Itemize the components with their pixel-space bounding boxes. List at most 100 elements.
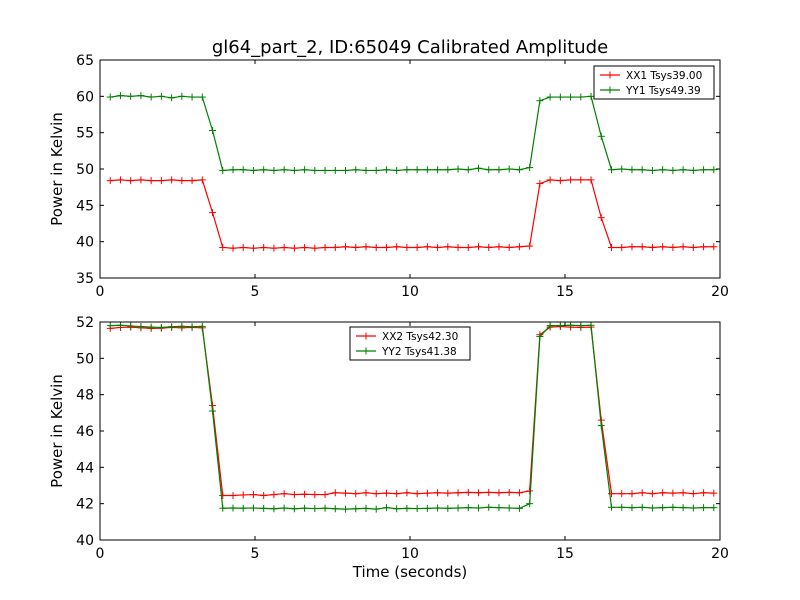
y-tick-label: 46 xyxy=(76,424,94,440)
data-point xyxy=(526,242,534,250)
legend-box xyxy=(593,65,715,100)
data-point xyxy=(301,504,309,512)
x-tick-label: 0 xyxy=(96,546,105,562)
data-point xyxy=(372,166,380,174)
data-point xyxy=(515,504,523,512)
x-tick-label: 10 xyxy=(401,284,419,300)
data-point xyxy=(137,176,145,184)
data-point xyxy=(485,243,493,251)
data-point xyxy=(618,503,626,511)
data-point xyxy=(260,491,268,499)
data-point xyxy=(403,504,411,512)
chart-title: gl64_part_2, ID:65049 Calibrated Amplitu… xyxy=(212,37,608,58)
data-point xyxy=(628,504,636,512)
y-tick-label: 50 xyxy=(76,351,94,367)
data-point xyxy=(597,214,605,222)
data-point xyxy=(301,166,309,174)
data-point xyxy=(249,504,257,512)
data-point xyxy=(270,505,278,513)
data-point xyxy=(648,504,656,512)
data-point xyxy=(280,490,288,498)
data-point xyxy=(137,323,145,331)
data-point xyxy=(209,126,217,134)
data-point xyxy=(219,243,227,251)
y-axis-label: Power in Kelvin xyxy=(48,112,66,226)
data-point xyxy=(505,165,513,173)
data-point xyxy=(168,176,176,184)
data-point xyxy=(597,422,605,430)
data-point xyxy=(116,321,124,329)
data-point xyxy=(485,488,493,496)
data-point xyxy=(556,93,564,101)
data-point xyxy=(147,177,155,185)
data-point xyxy=(434,166,442,174)
data-point xyxy=(270,244,278,252)
legend-box xyxy=(349,326,471,361)
data-point xyxy=(434,489,442,497)
data-point xyxy=(526,487,534,495)
data-point xyxy=(423,489,431,497)
data-point xyxy=(638,503,646,511)
data-point xyxy=(362,489,370,497)
data-point xyxy=(393,166,401,174)
data-point xyxy=(710,166,718,174)
data-point xyxy=(577,322,585,330)
top-plot: 0 5 10 15 20 35 40 45 50 55 60 65 Power in Kelvin XX1… xyxy=(48,53,729,300)
data-point xyxy=(342,505,350,513)
data-point xyxy=(464,488,472,496)
x-tick-label: 0 xyxy=(96,284,105,300)
data-point xyxy=(567,176,575,184)
data-point xyxy=(311,244,319,252)
bottom-plot: 0 5 10 15 20 40 42 44 46 48 50 52 Power in Kelvin Tim… xyxy=(48,315,729,581)
y-tick-label: 65 xyxy=(76,53,94,69)
data-point xyxy=(393,243,401,251)
x-tick-label: 5 xyxy=(251,546,260,562)
data-point xyxy=(403,489,411,497)
data-point xyxy=(382,243,390,251)
data-point xyxy=(536,97,544,105)
data-point xyxy=(311,166,319,174)
data-point xyxy=(464,504,472,512)
data-point xyxy=(577,93,585,101)
data-point xyxy=(669,166,677,174)
data-point xyxy=(249,244,257,252)
data-point xyxy=(434,243,442,251)
data-point xyxy=(556,322,564,330)
data-point xyxy=(362,504,370,512)
data-point xyxy=(454,243,462,251)
data-point xyxy=(475,504,483,512)
data-point xyxy=(311,491,319,499)
data-point xyxy=(689,504,697,512)
data-point xyxy=(434,504,442,512)
data-point xyxy=(198,176,206,184)
y-axis-label: Power in Kelvin xyxy=(48,374,66,488)
data-point xyxy=(464,166,472,174)
data-point xyxy=(567,93,575,101)
data-point xyxy=(290,505,298,513)
series-markers xyxy=(106,92,718,174)
data-point xyxy=(147,93,155,101)
data-point xyxy=(260,166,268,174)
data-point xyxy=(229,166,237,174)
data-point xyxy=(679,504,687,512)
data-point xyxy=(270,491,278,499)
data-point xyxy=(403,166,411,174)
data-point xyxy=(700,243,708,251)
x-tick-label: 10 xyxy=(401,546,419,562)
data-point xyxy=(659,504,667,512)
data-point xyxy=(403,243,411,251)
data-point xyxy=(444,243,452,251)
data-point xyxy=(198,322,206,330)
data-point xyxy=(321,504,329,512)
data-point xyxy=(638,166,646,174)
data-point xyxy=(495,489,503,497)
data-point xyxy=(669,503,677,511)
x-tick-label: 15 xyxy=(556,546,574,562)
series-markers xyxy=(106,176,718,252)
data-point xyxy=(444,489,452,497)
data-point xyxy=(669,243,677,251)
data-point xyxy=(229,504,237,512)
data-point xyxy=(137,92,145,100)
data-point xyxy=(239,166,247,174)
y-tick-label: 40 xyxy=(76,533,94,549)
